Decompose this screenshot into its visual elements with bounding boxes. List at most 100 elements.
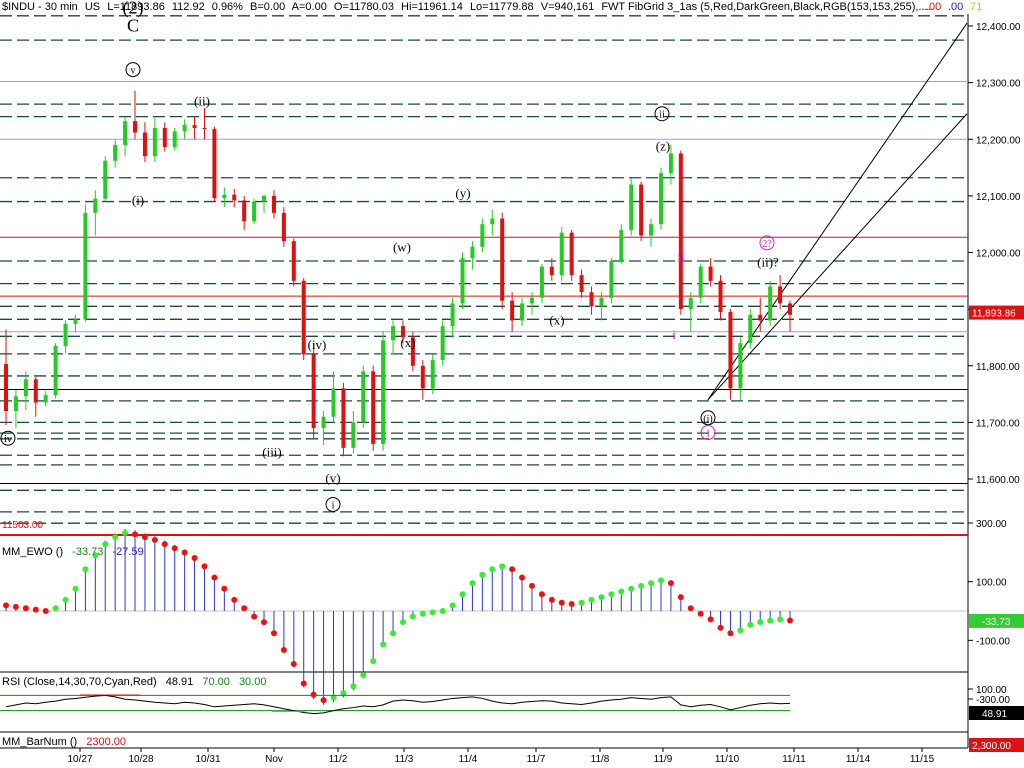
ewo-dot (340, 690, 347, 697)
candle-body (758, 314, 763, 321)
candle-body (460, 258, 465, 304)
ewo-dot (221, 585, 228, 592)
ewo-dot (370, 658, 377, 665)
candle-body (450, 303, 455, 327)
ewo-dot (82, 566, 89, 573)
ewo-dot (270, 630, 277, 637)
ewo-dot (22, 605, 29, 612)
ewo-dot (141, 534, 148, 541)
ewo-dot (161, 541, 168, 548)
study-label: FWT FibGrid 3_1as (5,Red,DarkGreen,Black… (601, 1, 931, 13)
ewo-dot (261, 619, 268, 626)
candle-body (391, 326, 396, 341)
rsi-lo: 30.00 (238, 676, 267, 688)
ewo-dot (717, 624, 724, 631)
candle-body (678, 153, 683, 310)
chart-header: $INDU - 30 min US L=11893.86 112.92 0.96… (2, 1, 935, 13)
ewo-dot (380, 641, 387, 648)
wave-label: (ii)? (757, 255, 779, 270)
wave-label-circle (700, 410, 716, 426)
ewo-dot (320, 697, 327, 704)
ewo-tick-label: 300.00 (976, 519, 1007, 530)
ewo-value-2: -27.59 (112, 546, 144, 558)
rsi-tag-bg (969, 706, 1024, 720)
channel-lower-line (707, 113, 968, 401)
ewo-tick-label: -100.00 (976, 636, 1010, 647)
market-label: US (84, 1, 101, 13)
candle-body (629, 184, 634, 230)
candle-body (510, 300, 515, 321)
ewo-dot (3, 602, 9, 609)
barnum-tag-bg (969, 738, 1024, 752)
candle-body (371, 371, 376, 444)
ask-label: A=0.00 (291, 1, 327, 13)
price-tick-label: 12,000.00 (976, 249, 1021, 260)
candle-body (222, 194, 227, 199)
ewo-dot (727, 630, 734, 637)
wave-label: (v) (325, 470, 340, 485)
candle-body (331, 388, 336, 417)
time-tick-label: 11/11 (782, 754, 806, 765)
ewo-dot (211, 574, 218, 581)
ewo-dot (439, 608, 446, 614)
readout-2: .00 (948, 1, 964, 13)
time-tick-label: 11/15 (910, 754, 935, 765)
candle-body (33, 379, 38, 403)
barnum-value: 2300.00 (86, 736, 126, 748)
candle-body (778, 286, 783, 304)
wave-label-circle (0, 430, 16, 446)
candle-body (609, 260, 614, 298)
pct-label: 0.96% (211, 1, 243, 13)
ewo-dot (558, 599, 565, 606)
ewo-dot (241, 605, 248, 612)
ewo-dot (12, 603, 19, 610)
rsi-line (5, 694, 791, 715)
price-tick-label: 12,400.00 (976, 22, 1021, 33)
candle-body (73, 319, 78, 324)
time-tick-label: 11/14 (846, 754, 871, 765)
ewo-dot (360, 672, 367, 679)
ewo-dot (479, 571, 486, 578)
candle-body (123, 121, 128, 145)
ewo-dot (509, 566, 516, 573)
candle-body (768, 286, 773, 321)
candle-body (182, 125, 187, 132)
candle-body (420, 365, 425, 389)
symbol-label: $INDU - 30 min (2, 1, 78, 13)
rsi-title-text: RSI (Close,14,30,70,Cyan,Red) (2, 676, 157, 688)
last-label: L=11893.86 (107, 1, 165, 13)
ewo-title: MM_EWO () -33.73 -27.59 (2, 546, 144, 558)
wave-label-circle (759, 235, 775, 251)
candle-body (480, 224, 485, 247)
wave-label: v (131, 66, 136, 77)
candle-body (83, 212, 88, 320)
candle-body (43, 395, 48, 403)
readout-1: .00 (926, 1, 942, 13)
candle-body (361, 371, 366, 423)
ewo-dot (667, 580, 674, 587)
ewo-dot (102, 541, 109, 548)
ewo-dot (280, 647, 287, 654)
ewo-dot (231, 596, 238, 603)
wave-label: (x) (400, 335, 415, 350)
candle-body (619, 229, 624, 261)
ewo-dot (112, 534, 119, 541)
price-tick-label: 12,100.00 (976, 192, 1021, 203)
candle-body (579, 275, 584, 293)
ewo-tick-label: 100.00 (976, 578, 1007, 589)
wave-label: 1 (706, 429, 711, 440)
high-label: Hi=11961.14 (401, 1, 463, 13)
candle-body (113, 144, 118, 161)
candle-body (549, 266, 554, 276)
ewo-title-text: MM_EWO () (2, 546, 64, 558)
ewo-dot (62, 596, 69, 603)
candle-body (728, 311, 733, 389)
candle-body (639, 184, 644, 236)
candle-body (172, 131, 177, 148)
ewo-dot (310, 691, 317, 698)
low-tag: 11503.00 (2, 520, 43, 531)
rsi-title: RSI (Close,14,30,70,Cyan,Red) 48.91 70.0… (2, 676, 266, 688)
wave-label: (i) (132, 192, 144, 207)
